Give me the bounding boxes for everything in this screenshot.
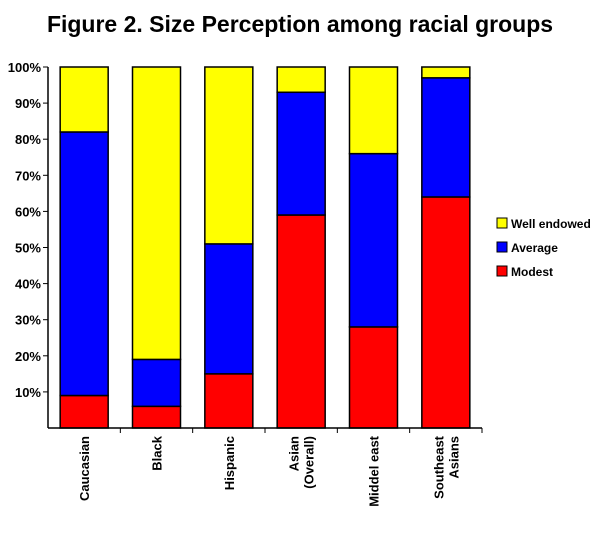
bar-segment-modest xyxy=(421,196,471,429)
chart-title: Figure 2. Size Perception among racial g… xyxy=(46,11,554,37)
bar-segment-average xyxy=(204,243,254,375)
y-tick-label: 90% xyxy=(15,96,41,111)
bar-segment-well-endowed xyxy=(348,66,399,155)
bar-segment-average xyxy=(131,358,182,408)
x-category-label: Hispanic xyxy=(222,436,237,490)
legend-swatch xyxy=(496,265,508,277)
bar-segment-well-endowed xyxy=(204,66,254,245)
axes xyxy=(47,67,483,433)
x-category-label: SoutheastAsians xyxy=(431,435,461,499)
y-tick-label: 60% xyxy=(15,204,41,219)
legend-label: Well endowed xyxy=(511,217,591,231)
legend-label: Average xyxy=(511,241,558,255)
bar-segment-modest xyxy=(59,394,109,429)
bar-segment-modest xyxy=(348,326,399,429)
bar-segment-well-endowed xyxy=(59,66,109,133)
bars xyxy=(59,66,471,429)
y-axis-ticks: 10% 20% 30% 40% 50% 60% 70% 80% 90% 100% xyxy=(8,60,48,400)
legend-swatch xyxy=(496,217,508,229)
y-tick-label: 100% xyxy=(8,60,42,75)
y-tick-label: 10% xyxy=(15,385,41,400)
y-tick-label: 50% xyxy=(15,241,41,256)
bar-segment-average xyxy=(276,91,326,216)
legend-swatch xyxy=(496,241,508,253)
bar-segment-well-endowed xyxy=(421,66,471,79)
y-tick-label: 70% xyxy=(15,168,41,183)
x-category-label: Black xyxy=(150,435,165,470)
x-category-label: Middel east xyxy=(367,435,382,506)
y-tick-label: 80% xyxy=(15,132,41,147)
legend-label: Modest xyxy=(511,265,553,279)
y-tick-label: 20% xyxy=(15,349,41,364)
bar-segment-well-endowed xyxy=(131,66,182,361)
y-tick-label: 30% xyxy=(15,313,41,328)
x-category-label: Caucasian xyxy=(77,436,92,501)
bar-segment-well-endowed xyxy=(276,66,326,94)
bar-segment-modest xyxy=(131,405,182,429)
bar-segment-average xyxy=(59,131,109,397)
bar-segment-modest xyxy=(276,214,326,429)
legend: Well endowed Average Modest xyxy=(496,217,591,279)
bar-segment-average xyxy=(348,152,399,328)
x-axis-labels: Caucasian Black Hispanic Asian(Overall) Midd… xyxy=(77,435,461,507)
y-tick-label: 40% xyxy=(15,277,41,292)
bar-segment-average xyxy=(421,77,471,198)
bar-segment-modest xyxy=(204,373,254,429)
x-category-label: Asian(Overall) xyxy=(287,436,317,489)
